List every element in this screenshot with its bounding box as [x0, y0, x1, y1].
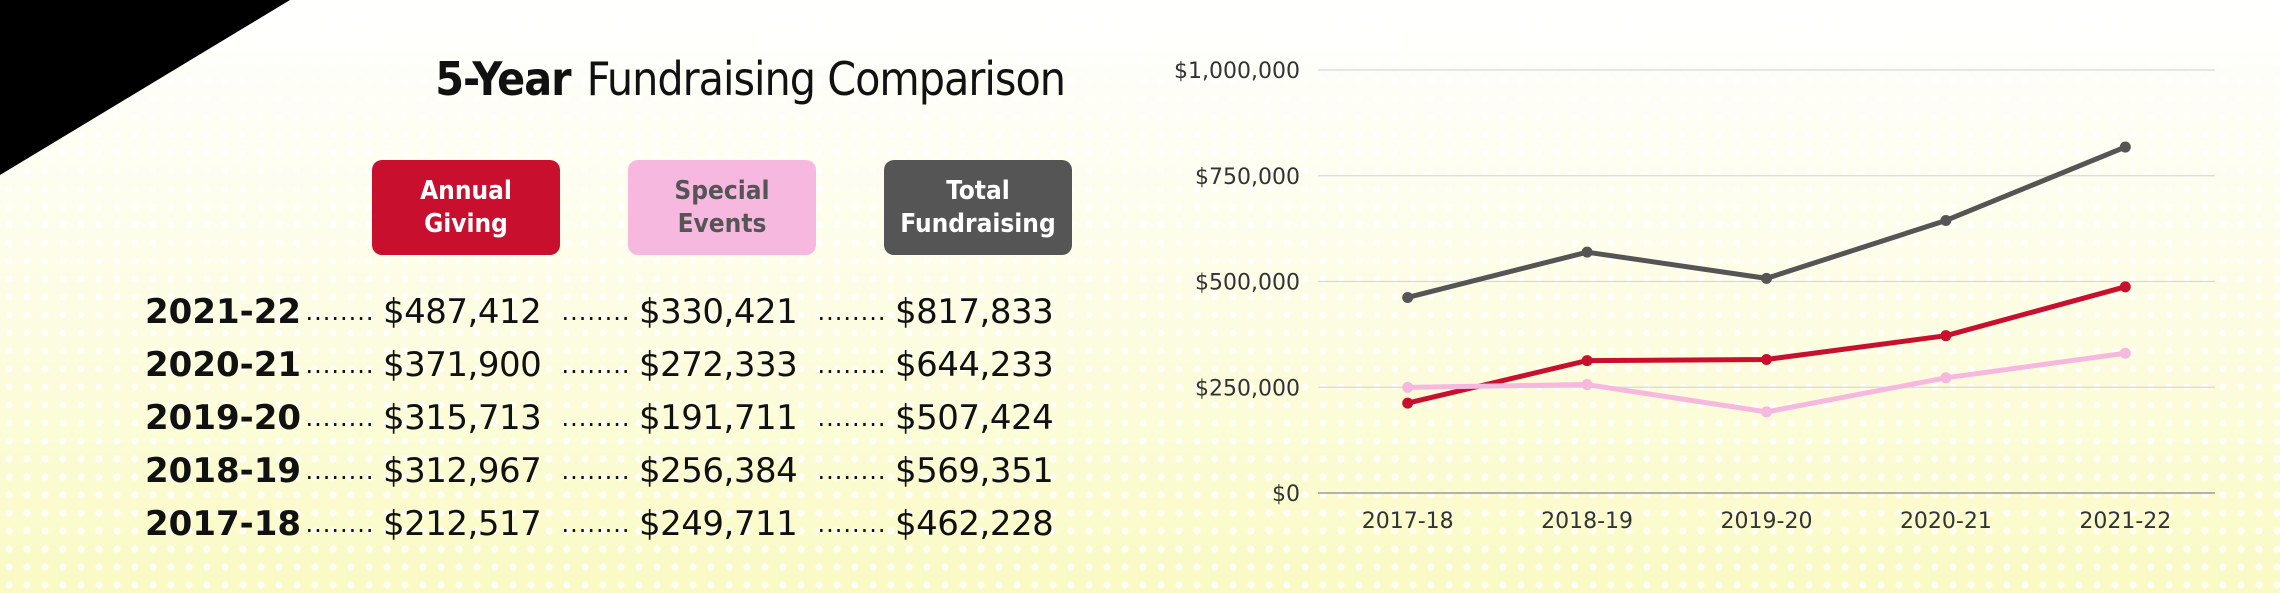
total-value: $644,233: [895, 344, 1054, 385]
leader-dots: ........: [561, 350, 631, 379]
leader-dots: ........: [817, 403, 887, 432]
data-point: [1940, 372, 1952, 384]
x-tick-label: 2018-19: [1541, 509, 1633, 534]
data-point: [1581, 355, 1593, 367]
leader-dots: ........: [817, 456, 887, 485]
leader-dots: ........: [305, 509, 375, 538]
data-point: [2119, 281, 2131, 293]
leader-dots: ........: [817, 350, 887, 379]
row-year: 2021-22: [145, 291, 302, 332]
legend-annual-giving-label: Annual Giving: [420, 175, 512, 239]
leader-dots: ........: [305, 350, 375, 379]
leader-dots: ........: [561, 509, 631, 538]
legend-total-fundraising-label: Total Fundraising: [900, 175, 1056, 239]
annual-value: $487,412: [383, 291, 542, 332]
x-tick-label: 2017-18: [1362, 509, 1454, 534]
table-row: 2020-21........ $371,900........ $272,333.…: [145, 338, 1065, 391]
leader-dots: ........: [305, 403, 375, 432]
row-year: 2020-21: [145, 344, 302, 385]
y-tick-label: $250,000: [1195, 376, 1300, 401]
data-point: [2119, 141, 2131, 153]
data-point: [1581, 246, 1593, 258]
annual-value: $315,713: [383, 397, 542, 438]
row-year: 2017-18: [145, 503, 302, 544]
total-value: $569,351: [895, 450, 1054, 491]
page-title: 5-Year Fundraising Comparison: [435, 52, 1066, 106]
data-point: [1761, 272, 1772, 284]
data-point: [1940, 330, 1952, 342]
row-year: 2018-19: [145, 450, 302, 491]
row-year: 2019-20: [145, 397, 302, 438]
special-value: $249,711: [639, 503, 798, 544]
table-row: 2019-20........ $315,713........ $191,711.…: [145, 391, 1065, 444]
annual-value: $371,900: [383, 344, 542, 385]
fundraising-table: 2021-22........ $487,412........ $330,421.…: [145, 285, 1065, 550]
title-bold: 5-Year: [435, 52, 571, 106]
legend-total-fundraising: Total Fundraising: [884, 160, 1072, 255]
leader-dots: ........: [561, 456, 631, 485]
annual-value: $212,517: [383, 503, 542, 544]
x-tick-label: 2021-22: [2079, 509, 2171, 534]
data-point: [1402, 381, 1414, 393]
data-point: [1402, 397, 1414, 409]
leader-dots: ........: [561, 297, 631, 326]
leader-dots: ........: [305, 456, 375, 485]
legend-special-events-label: Special Events: [674, 175, 770, 239]
special-value: $256,384: [639, 450, 798, 491]
y-tick-label: $750,000: [1195, 165, 1300, 190]
legend-special-events: Special Events: [628, 160, 816, 255]
data-point: [1761, 353, 1772, 365]
leader-dots: ........: [561, 403, 631, 432]
title-rest: Fundraising Comparison: [586, 52, 1066, 106]
legend-annual-giving: Annual Giving: [372, 160, 560, 255]
annual-value: $312,967: [383, 450, 542, 491]
special-value: $330,421: [639, 291, 798, 332]
x-tick-label: 2020-21: [1900, 509, 1992, 534]
y-tick-label: $0: [1272, 482, 1300, 507]
table-row: 2018-19........ $312,967........ $256,384.…: [145, 444, 1065, 497]
leader-dots: ........: [817, 509, 887, 538]
data-point: [1940, 214, 1952, 226]
data-point: [1581, 379, 1593, 391]
special-value: $272,333: [639, 344, 798, 385]
y-tick-label: $500,000: [1195, 271, 1300, 296]
data-point: [2119, 347, 2131, 359]
y-tick-label: $1,000,000: [1174, 59, 1300, 84]
leader-dots: ........: [817, 297, 887, 326]
total-value: $507,424: [895, 397, 1054, 438]
table-row: 2021-22........ $487,412........ $330,421.…: [145, 285, 1065, 338]
leader-dots: ........: [305, 297, 375, 326]
data-point: [1402, 291, 1414, 303]
x-tick-label: 2019-20: [1721, 509, 1813, 534]
table-row: 2017-18........ $212,517........ $249,711.…: [145, 497, 1065, 550]
data-point: [1761, 406, 1772, 418]
total-value: $817,833: [895, 291, 1054, 332]
total-value: $462,228: [895, 503, 1054, 544]
special-value: $191,711: [639, 397, 798, 438]
